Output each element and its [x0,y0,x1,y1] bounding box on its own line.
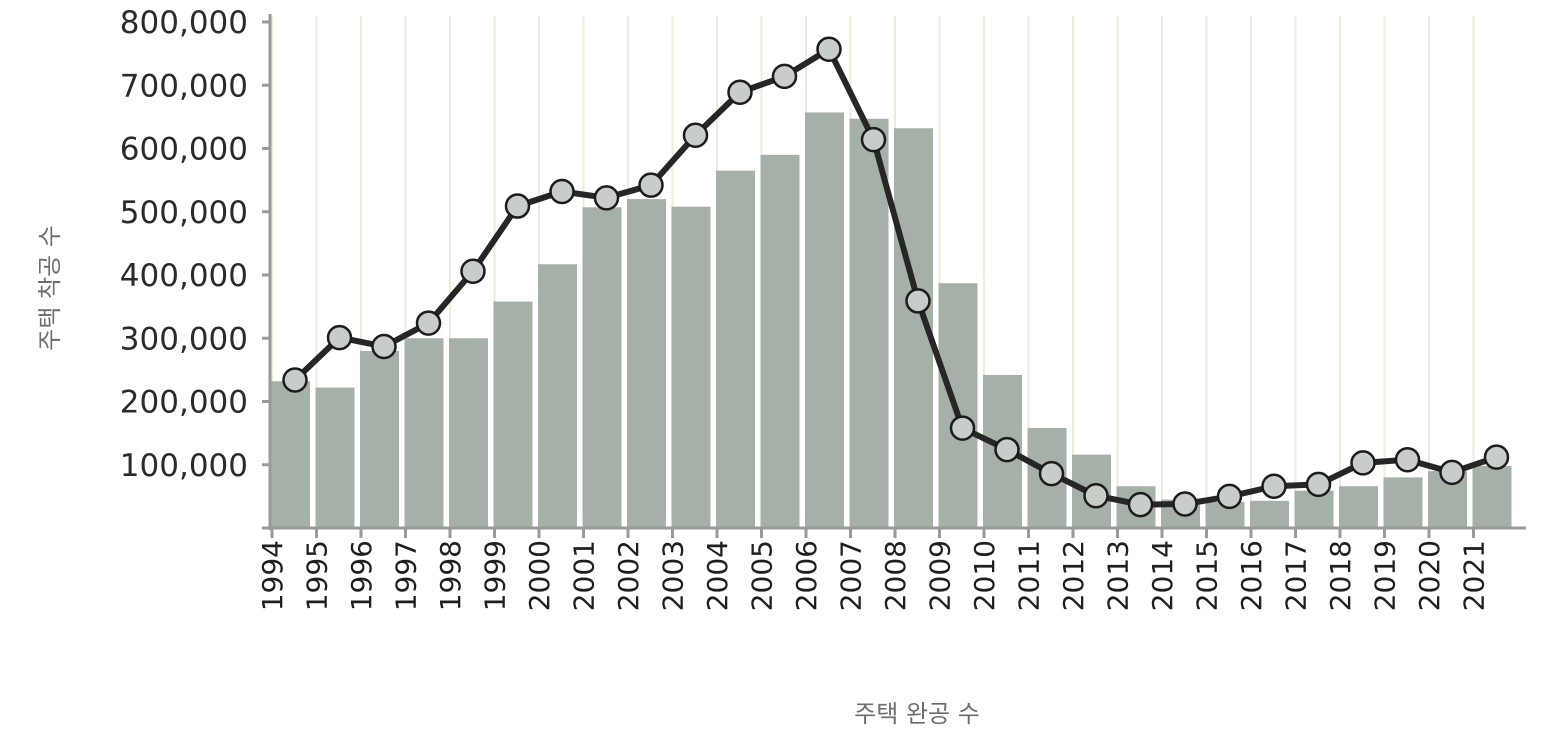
bar-series [271,112,1512,529]
x-tick-label-2021: 2021 [1458,540,1491,611]
bar-2006 [805,112,844,528]
x-tick-label-1994: 1994 [256,540,289,611]
x-tick-label-2007: 2007 [835,540,868,611]
x-axis-label: 주택 완공 수 [854,700,980,728]
x-tick-label-2015: 2015 [1191,540,1224,611]
x-tick-label-1997: 1997 [390,540,423,611]
point-2000 [549,178,575,205]
x-tick-label-2011: 2011 [1013,540,1046,611]
bar-1999 [493,301,533,528]
bar-2007 [849,118,889,529]
point-2016 [1261,473,1287,500]
bar-1997 [404,338,444,528]
x-tick-label-2002: 2002 [612,540,645,611]
x-tick-label-2004: 2004 [701,540,734,611]
bar-2004 [716,170,755,528]
bar-2000 [538,264,577,528]
x-tick-label-2016: 2016 [1235,540,1268,611]
bar-2019 [1383,477,1423,528]
x-axis-ticks: 1994 1995 1996 1997 1998 1999 2000 2001 2002 2003… [256,528,1491,611]
point-2006 [816,36,842,62]
point-2015 [1216,483,1243,510]
y-axis-label: 주택 착공 수 [36,225,64,351]
x-tick-label-2013: 2013 [1102,540,1135,611]
y-tick-label: 300,000 [120,321,248,357]
x-tick-label-2017: 2017 [1280,540,1313,611]
point-1995 [326,324,353,351]
x-tick-label-2006: 2006 [790,540,823,611]
point-1996 [371,333,397,360]
bar-2002 [627,199,666,528]
point-2012 [1083,482,1109,509]
point-2011 [1038,460,1065,487]
point-1997 [415,310,442,336]
point-2007 [860,126,887,153]
x-tick-label-2012: 2012 [1057,540,1090,611]
point-2005 [771,63,798,90]
x-tick-label-2005: 2005 [746,540,779,611]
x-tick-label-2001: 2001 [568,540,601,611]
bar-1995 [315,387,355,528]
x-tick-label-2020: 2020 [1413,540,1446,611]
bar-1998 [449,338,488,528]
point-2013 [1127,491,1154,518]
line-path [292,46,1498,508]
point-2004 [727,79,753,105]
y-tick-label: 700,000 [120,68,248,104]
bar-2005 [760,154,800,528]
bar-2017 [1294,490,1334,528]
y-tick-label: 800,000 [120,5,248,41]
point-2010 [994,436,1020,463]
point-1998 [460,258,486,284]
point-2008 [905,288,931,314]
x-tick-label-1996: 1996 [345,540,378,611]
x-tick-label-1998: 1998 [434,540,467,611]
bar-2016 [1250,500,1289,528]
point-2020 [1439,459,1465,486]
point-2021 [1483,444,1510,470]
bar-2009 [938,283,978,528]
x-tick-label-2010: 2010 [968,540,1001,611]
bar-1996 [360,350,399,528]
point-2002 [638,172,664,198]
x-tick-label-2014: 2014 [1146,540,1179,611]
x-tick-label-2008: 2008 [879,540,912,611]
y-tick-label: 200,000 [120,385,248,421]
bar-1994 [271,381,310,528]
x-tick-label-2009: 2009 [924,540,957,611]
y-tick-label: 600,000 [120,132,248,168]
x-tick-label-2000: 2000 [523,540,556,611]
point-2003 [682,122,709,148]
y-tick-label: 400,000 [120,258,248,294]
y-axis-ticks: 100,000 200,000 300,000 400,000 500,000 600,0… [120,5,270,484]
point-2009 [949,415,976,441]
point-2019 [1394,446,1421,473]
y-tick-label: 500,000 [120,195,248,231]
bar-2021 [1472,466,1512,528]
point-2001 [593,185,620,211]
point-2018 [1350,450,1376,476]
line-series [282,36,1510,518]
bar-2003 [671,206,711,528]
point-2017 [1305,471,1332,498]
point-1994 [282,367,308,393]
x-tick-label-2018: 2018 [1324,540,1357,611]
bar-2001 [582,207,622,528]
point-1999 [504,193,531,219]
bar-2018 [1339,486,1378,528]
point-2014 [1172,491,1198,517]
x-tick-label-1999: 1999 [479,540,512,611]
x-tick-label-2019: 2019 [1369,540,1402,611]
y-tick-label: 100,000 [120,448,248,484]
x-tick-label-2003: 2003 [657,540,690,611]
x-tick-label-1995: 1995 [301,540,334,611]
